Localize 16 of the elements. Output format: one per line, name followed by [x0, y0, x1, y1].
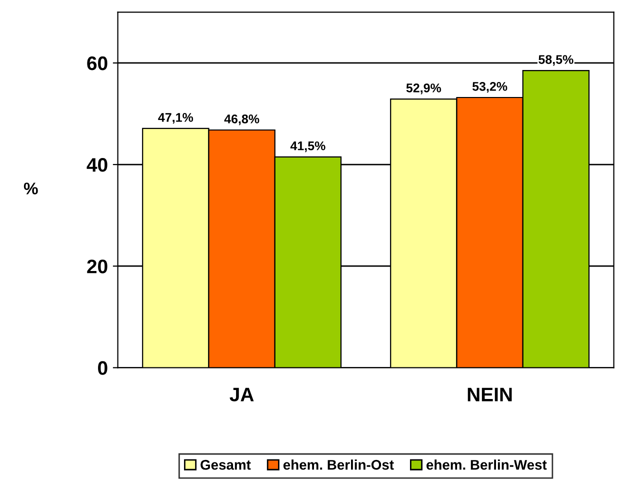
data-label: 52,9%	[406, 84, 442, 94]
data-label: 53,2%	[472, 82, 508, 93]
data-label: 58,5%	[538, 55, 574, 66]
y-tick-label: 60	[87, 56, 108, 70]
y-tick-label: 20	[87, 260, 108, 274]
y-axis-title: %	[24, 182, 38, 194]
x-tick-label: NEIN	[468, 388, 512, 402]
data-label: 41,5%	[290, 141, 326, 152]
legend-label: ehem. Berlin-Ost	[283, 460, 394, 470]
legend-label: ehem. Berlin-West	[426, 460, 547, 470]
data-label: 47,1%	[158, 113, 194, 124]
legend-label: Gesamt	[200, 460, 251, 470]
x-tick-label: JA	[230, 388, 254, 402]
y-tick-label: 40	[86, 158, 108, 172]
data-label: 46,8%	[224, 114, 260, 126]
y-tick-label: 0	[98, 361, 108, 375]
